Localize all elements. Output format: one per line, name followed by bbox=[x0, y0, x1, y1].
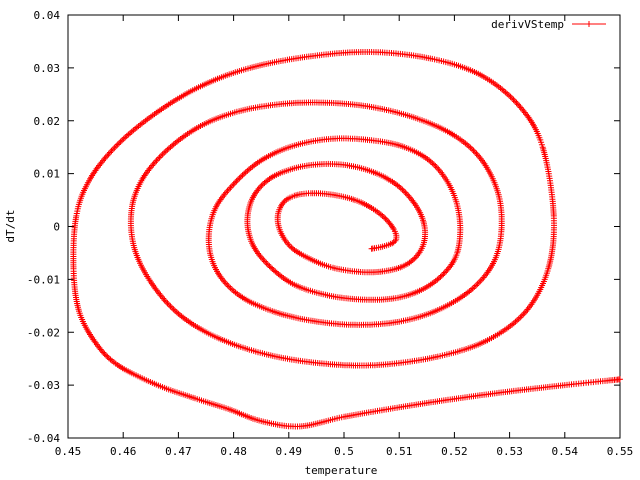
y-tick-label: 0.03 bbox=[34, 62, 61, 75]
legend-label: derivVStemp bbox=[491, 18, 564, 31]
x-tick-label: 0.47 bbox=[165, 445, 192, 458]
x-tick-label: 0.53 bbox=[496, 445, 523, 458]
series-line bbox=[72, 51, 621, 427]
plot-frame bbox=[67, 14, 621, 439]
legend-marker bbox=[586, 21, 592, 27]
axis-ticks bbox=[67, 14, 621, 439]
y-axis-label: dT/dt bbox=[4, 209, 17, 242]
x-tick-label: 0.52 bbox=[441, 445, 468, 458]
x-axis-label: temperature bbox=[305, 464, 378, 477]
y-tick-labels: -0.04 -0.03 -0.02 -0.01 0 0.01 0.02 0.03 0.04 bbox=[27, 9, 60, 445]
x-tick-label: 0.54 bbox=[552, 445, 579, 458]
x-tick-label: 0.45 bbox=[55, 445, 82, 458]
x-tick-label: 0.48 bbox=[220, 445, 247, 458]
legend-sample bbox=[572, 21, 606, 27]
y-tick-label: 0.04 bbox=[34, 9, 61, 22]
x-tick-label: 0.49 bbox=[276, 445, 303, 458]
y-tick-label: 0.01 bbox=[34, 168, 61, 181]
x-tick-label: 0.51 bbox=[386, 445, 413, 458]
x-tick-labels: 0.45 0.46 0.47 0.48 0.49 0.5 0.51 0.52 0.53 0.54 0… bbox=[55, 445, 634, 458]
y-tick-label: 0.02 bbox=[34, 115, 61, 128]
x-tick-label: 0.46 bbox=[110, 445, 137, 458]
series-derivVStemp bbox=[70, 49, 623, 430]
y-tick-label: 0 bbox=[53, 221, 60, 234]
legend: derivVStemp bbox=[491, 18, 606, 31]
series-point-markers bbox=[70, 49, 623, 430]
x-tick-label: 0.5 bbox=[334, 445, 354, 458]
y-tick-label: -0.03 bbox=[27, 379, 60, 392]
y-tick-label: -0.04 bbox=[27, 432, 60, 445]
x-tick-label: 0.55 bbox=[607, 445, 634, 458]
y-tick-label: -0.02 bbox=[27, 326, 60, 339]
y-tick-label: -0.01 bbox=[27, 273, 60, 286]
